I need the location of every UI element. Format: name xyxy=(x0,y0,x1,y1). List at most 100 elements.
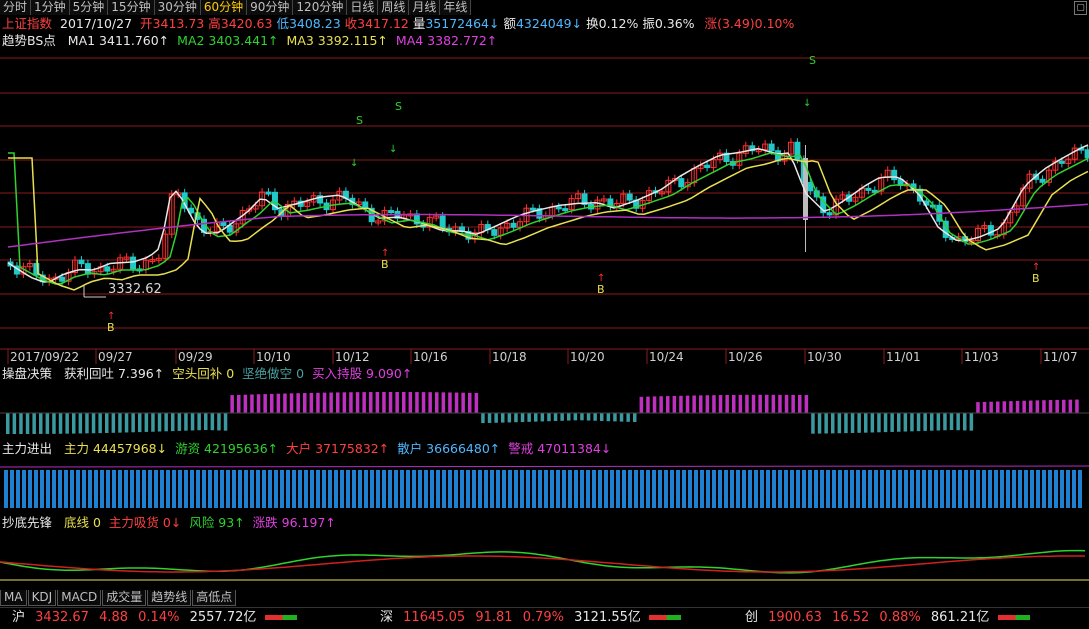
panel1-bar xyxy=(520,413,525,423)
panel2-bar xyxy=(82,470,86,508)
period-tab-3[interactable]: 15分钟 xyxy=(108,0,155,15)
panel2-bar xyxy=(706,470,710,508)
panel1-bar xyxy=(322,392,327,413)
cy-label: 创 xyxy=(745,610,759,625)
panel1-bar xyxy=(593,413,597,421)
period-tab-0[interactable]: 分时 xyxy=(0,0,32,15)
panel1-bar xyxy=(817,413,822,434)
panel2-bar xyxy=(700,470,704,508)
panel2-bar xyxy=(34,470,38,508)
panel2-bar xyxy=(550,470,554,508)
panel2-bar xyxy=(322,470,326,508)
close-label: 收 xyxy=(344,16,358,31)
panel1-bar xyxy=(883,413,888,433)
indicator-tab-0[interactable]: MA xyxy=(0,590,27,606)
panel2-bar xyxy=(1036,470,1040,508)
period-tab-4[interactable]: 30分钟 xyxy=(154,0,201,15)
panel1-bar xyxy=(765,394,769,413)
panel2-bar xyxy=(868,470,872,508)
panel1-bar xyxy=(837,413,842,434)
indicator-tab-4[interactable]: 趋势线 xyxy=(147,590,192,606)
panel1-bar xyxy=(494,413,498,423)
period-tab-5[interactable]: 60分钟 xyxy=(200,0,248,15)
panel2-bar xyxy=(232,470,236,508)
period-tab-7[interactable]: 120分钟 xyxy=(293,0,348,15)
period-tab-10[interactable]: 月线 xyxy=(409,0,441,15)
panel1-bar xyxy=(375,392,380,413)
cy-percent: 0.88% xyxy=(879,610,921,625)
square-icon[interactable]: ▢ xyxy=(1074,1,1087,15)
candle-body xyxy=(981,225,988,229)
date-label: 11/01 xyxy=(886,350,921,364)
panel2-v5: 警戒 47011384↓ xyxy=(508,441,612,456)
panel2-bar xyxy=(598,470,602,508)
buy-arrow-icon: ↑ xyxy=(381,248,389,259)
panel2-bar xyxy=(220,470,224,508)
panel1-bar xyxy=(943,413,947,431)
panel1-bar xyxy=(646,396,650,413)
panel1-bar xyxy=(369,392,373,413)
indicator-tab-3[interactable]: 成交量 xyxy=(102,590,147,606)
indicator-tab-5[interactable]: 高低点 xyxy=(192,590,237,606)
sell-signal-label: S xyxy=(395,100,402,113)
panel2-bar xyxy=(346,470,350,508)
panel2-bar xyxy=(646,470,650,508)
panel1-bar xyxy=(223,413,228,431)
panel1-bar xyxy=(916,413,921,432)
panel1-bar xyxy=(969,413,974,431)
panel2-bar xyxy=(1018,470,1022,508)
panel1-bar xyxy=(804,395,809,413)
candle-body xyxy=(626,193,633,201)
panel2-bar xyxy=(724,470,728,508)
panel1-bar xyxy=(930,413,934,431)
period-tab-6[interactable]: 90分钟 xyxy=(247,0,294,15)
panel2-bar xyxy=(1066,470,1070,508)
indicator-tab-2[interactable]: MACD xyxy=(57,590,102,606)
panel1-bar xyxy=(72,413,76,434)
period-tab-1[interactable]: 1分钟 xyxy=(31,0,70,15)
date-label: 10/10 xyxy=(256,350,291,364)
panel2-bar xyxy=(238,470,242,508)
turnover-value: 0.12% xyxy=(598,16,639,31)
ma2-value: MA2 3403.441↑ xyxy=(177,33,279,48)
panel1-bar xyxy=(283,393,287,413)
panel3-chart xyxy=(0,549,1089,581)
panel2-bar xyxy=(658,470,662,508)
panel1-bar xyxy=(639,396,644,413)
panel2-bar xyxy=(286,470,290,508)
panel2-bar xyxy=(928,470,932,508)
period-tab-8[interactable]: 日线 xyxy=(347,0,379,15)
panel1-bar xyxy=(402,392,406,413)
panel2-bar xyxy=(418,470,422,508)
panel2-bar xyxy=(190,470,194,508)
panel2-bar xyxy=(226,470,230,508)
panel2-bar xyxy=(532,470,536,508)
indicator-tab-1[interactable]: KDJ xyxy=(27,590,57,606)
candle-body xyxy=(555,206,562,210)
period-tab-9[interactable]: 周线 xyxy=(378,0,410,15)
panel1-bar xyxy=(798,394,802,413)
buy-arrow-icon: ↑ xyxy=(597,273,605,284)
period-tab-11[interactable]: 年线 xyxy=(440,0,472,15)
panel1-bar xyxy=(580,413,584,421)
panel1-bar xyxy=(501,413,505,423)
sh-amount: 2557.72亿 xyxy=(189,610,257,625)
candle-body xyxy=(768,143,775,152)
candle-body xyxy=(658,191,665,195)
panel2-bar xyxy=(52,470,56,508)
candle-body xyxy=(317,195,324,204)
candle-body xyxy=(388,210,395,214)
panel2-bar xyxy=(148,470,152,508)
panel1-bar xyxy=(1029,400,1033,413)
panel2-bar xyxy=(802,470,806,508)
period-tab-2[interactable]: 5分钟 xyxy=(69,0,109,15)
panel2-bar xyxy=(376,470,380,508)
panel2-bar xyxy=(892,470,896,508)
candle-body xyxy=(839,194,846,200)
panel1-bar xyxy=(39,413,43,434)
candle-body xyxy=(491,229,498,236)
low-price-label: 3332.62 xyxy=(108,282,162,297)
candlestick-chart[interactable]: S↓S↓S↓↑B↑B↑B↑B 3332.62 2017/09/22 09/27 09… xyxy=(0,50,1089,365)
indicator-tabs: MA KDJ MACD 成交量 趋势线 高低点 xyxy=(0,590,237,606)
panel2-bar xyxy=(634,470,638,508)
